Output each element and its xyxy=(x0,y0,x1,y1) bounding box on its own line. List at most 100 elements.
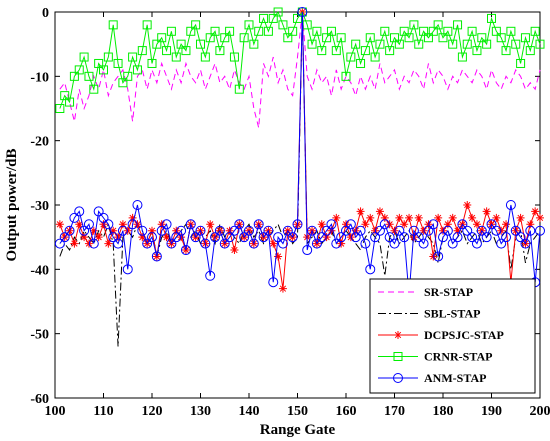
data-point xyxy=(491,225,502,236)
data-point xyxy=(278,284,287,293)
data-point xyxy=(162,46,172,56)
series-crnr-stap xyxy=(55,7,545,113)
legend-label: CRNR-STAP xyxy=(424,350,492,364)
data-point xyxy=(80,233,89,242)
legend-item: SR-STAP xyxy=(378,285,473,299)
data-point xyxy=(365,33,375,43)
data-point xyxy=(132,200,143,210)
data-point xyxy=(54,238,65,249)
data-point xyxy=(74,65,84,75)
data-point xyxy=(448,39,458,49)
data-point xyxy=(453,226,462,235)
data-point xyxy=(457,219,468,230)
data-point xyxy=(64,225,75,236)
data-point xyxy=(176,39,186,49)
data-point xyxy=(486,219,497,230)
data-point xyxy=(394,225,405,236)
data-point xyxy=(55,104,65,113)
data-point xyxy=(501,232,512,243)
data-point xyxy=(70,239,79,248)
data-point xyxy=(418,238,429,249)
data-point xyxy=(147,232,157,243)
data-point xyxy=(379,219,390,230)
data-point xyxy=(195,225,206,236)
data-point xyxy=(109,226,118,235)
data-point xyxy=(360,238,371,249)
data-point xyxy=(366,213,375,222)
x-axis-label: Range Gate xyxy=(260,422,336,438)
data-point xyxy=(269,239,278,248)
data-point xyxy=(496,238,507,249)
data-point xyxy=(326,219,337,230)
data-point xyxy=(536,213,544,222)
data-point xyxy=(123,71,133,81)
data-point xyxy=(60,91,70,101)
data-point xyxy=(482,207,491,216)
data-point xyxy=(307,225,318,236)
y-tick-label: -50 xyxy=(30,328,49,343)
data-point xyxy=(525,46,535,56)
data-point xyxy=(380,26,390,36)
data-point xyxy=(162,233,171,242)
data-point xyxy=(530,26,540,36)
y-tick-label: -10 xyxy=(30,70,49,85)
data-point xyxy=(190,232,201,243)
data-point xyxy=(471,238,482,249)
data-point xyxy=(516,58,526,68)
data-point xyxy=(399,232,410,243)
x-tick-label: 120 xyxy=(142,404,163,419)
data-point xyxy=(385,46,395,56)
data-point xyxy=(128,52,138,62)
data-point xyxy=(84,71,94,81)
data-point xyxy=(239,33,249,43)
data-point xyxy=(287,232,298,243)
data-point xyxy=(467,26,477,36)
data-point xyxy=(128,213,137,222)
data-point xyxy=(443,220,452,229)
data-point xyxy=(360,46,370,56)
data-point xyxy=(205,270,216,281)
legend-item: CRNR-STAP xyxy=(378,350,492,364)
data-point xyxy=(282,225,293,236)
data-point xyxy=(93,206,104,217)
data-point xyxy=(69,212,80,223)
data-point xyxy=(331,46,341,56)
data-point xyxy=(239,232,250,243)
data-point xyxy=(137,46,147,56)
data-point xyxy=(55,220,64,229)
data-point xyxy=(230,246,239,255)
data-point xyxy=(491,26,501,36)
data-point xyxy=(511,39,521,49)
legend-label: SBL-STAP xyxy=(424,307,480,321)
data-point xyxy=(103,219,114,230)
data-point xyxy=(476,225,487,236)
data-point xyxy=(317,220,326,229)
data-point xyxy=(525,225,536,236)
data-point xyxy=(312,26,322,36)
data-point xyxy=(332,213,341,222)
data-point xyxy=(248,238,259,249)
data-point xyxy=(433,20,443,30)
data-point xyxy=(302,245,313,256)
data-point xyxy=(481,232,492,243)
data-point xyxy=(409,20,419,30)
data-point xyxy=(501,46,511,56)
legend-label: DCPSJC-STAP xyxy=(424,328,504,342)
legend: SR-STAP SBL-STAP DCPSJC-STAP CRNR-STAP ANM-S… xyxy=(369,278,536,394)
data-point xyxy=(122,264,133,275)
data-point xyxy=(225,26,235,36)
series-line xyxy=(59,10,541,109)
data-point xyxy=(142,238,153,249)
data-point xyxy=(118,220,127,229)
data-point xyxy=(356,58,366,68)
data-point xyxy=(535,39,545,49)
data-point xyxy=(132,65,142,75)
data-point xyxy=(268,277,279,288)
data-point xyxy=(463,201,472,209)
x-tick-label: 110 xyxy=(93,404,113,419)
data-point xyxy=(210,26,220,36)
data-point xyxy=(268,13,278,23)
data-point xyxy=(297,7,308,17)
data-point xyxy=(176,225,187,236)
